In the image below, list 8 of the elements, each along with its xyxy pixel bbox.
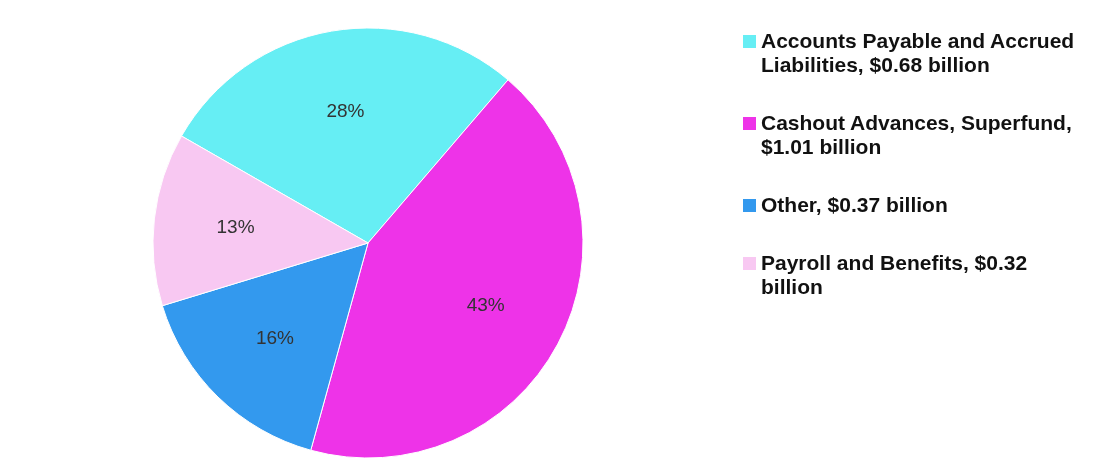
data-label: 16% [255, 326, 295, 348]
data-label: 28% [326, 99, 365, 121]
data-label: 13% [216, 216, 255, 238]
legend-label: Cashout Advances, Superfund, $1.01 billion [761, 111, 1072, 158]
legend-label: Accounts Payable and Accrued Liabilities, $0.68 billion [761, 29, 1075, 76]
data-label: 43% [466, 293, 505, 315]
legend-label: Payroll and Benefits, $0.32 billion [761, 251, 1028, 298]
legend-label: Other, $0.37 billion [761, 193, 948, 216]
